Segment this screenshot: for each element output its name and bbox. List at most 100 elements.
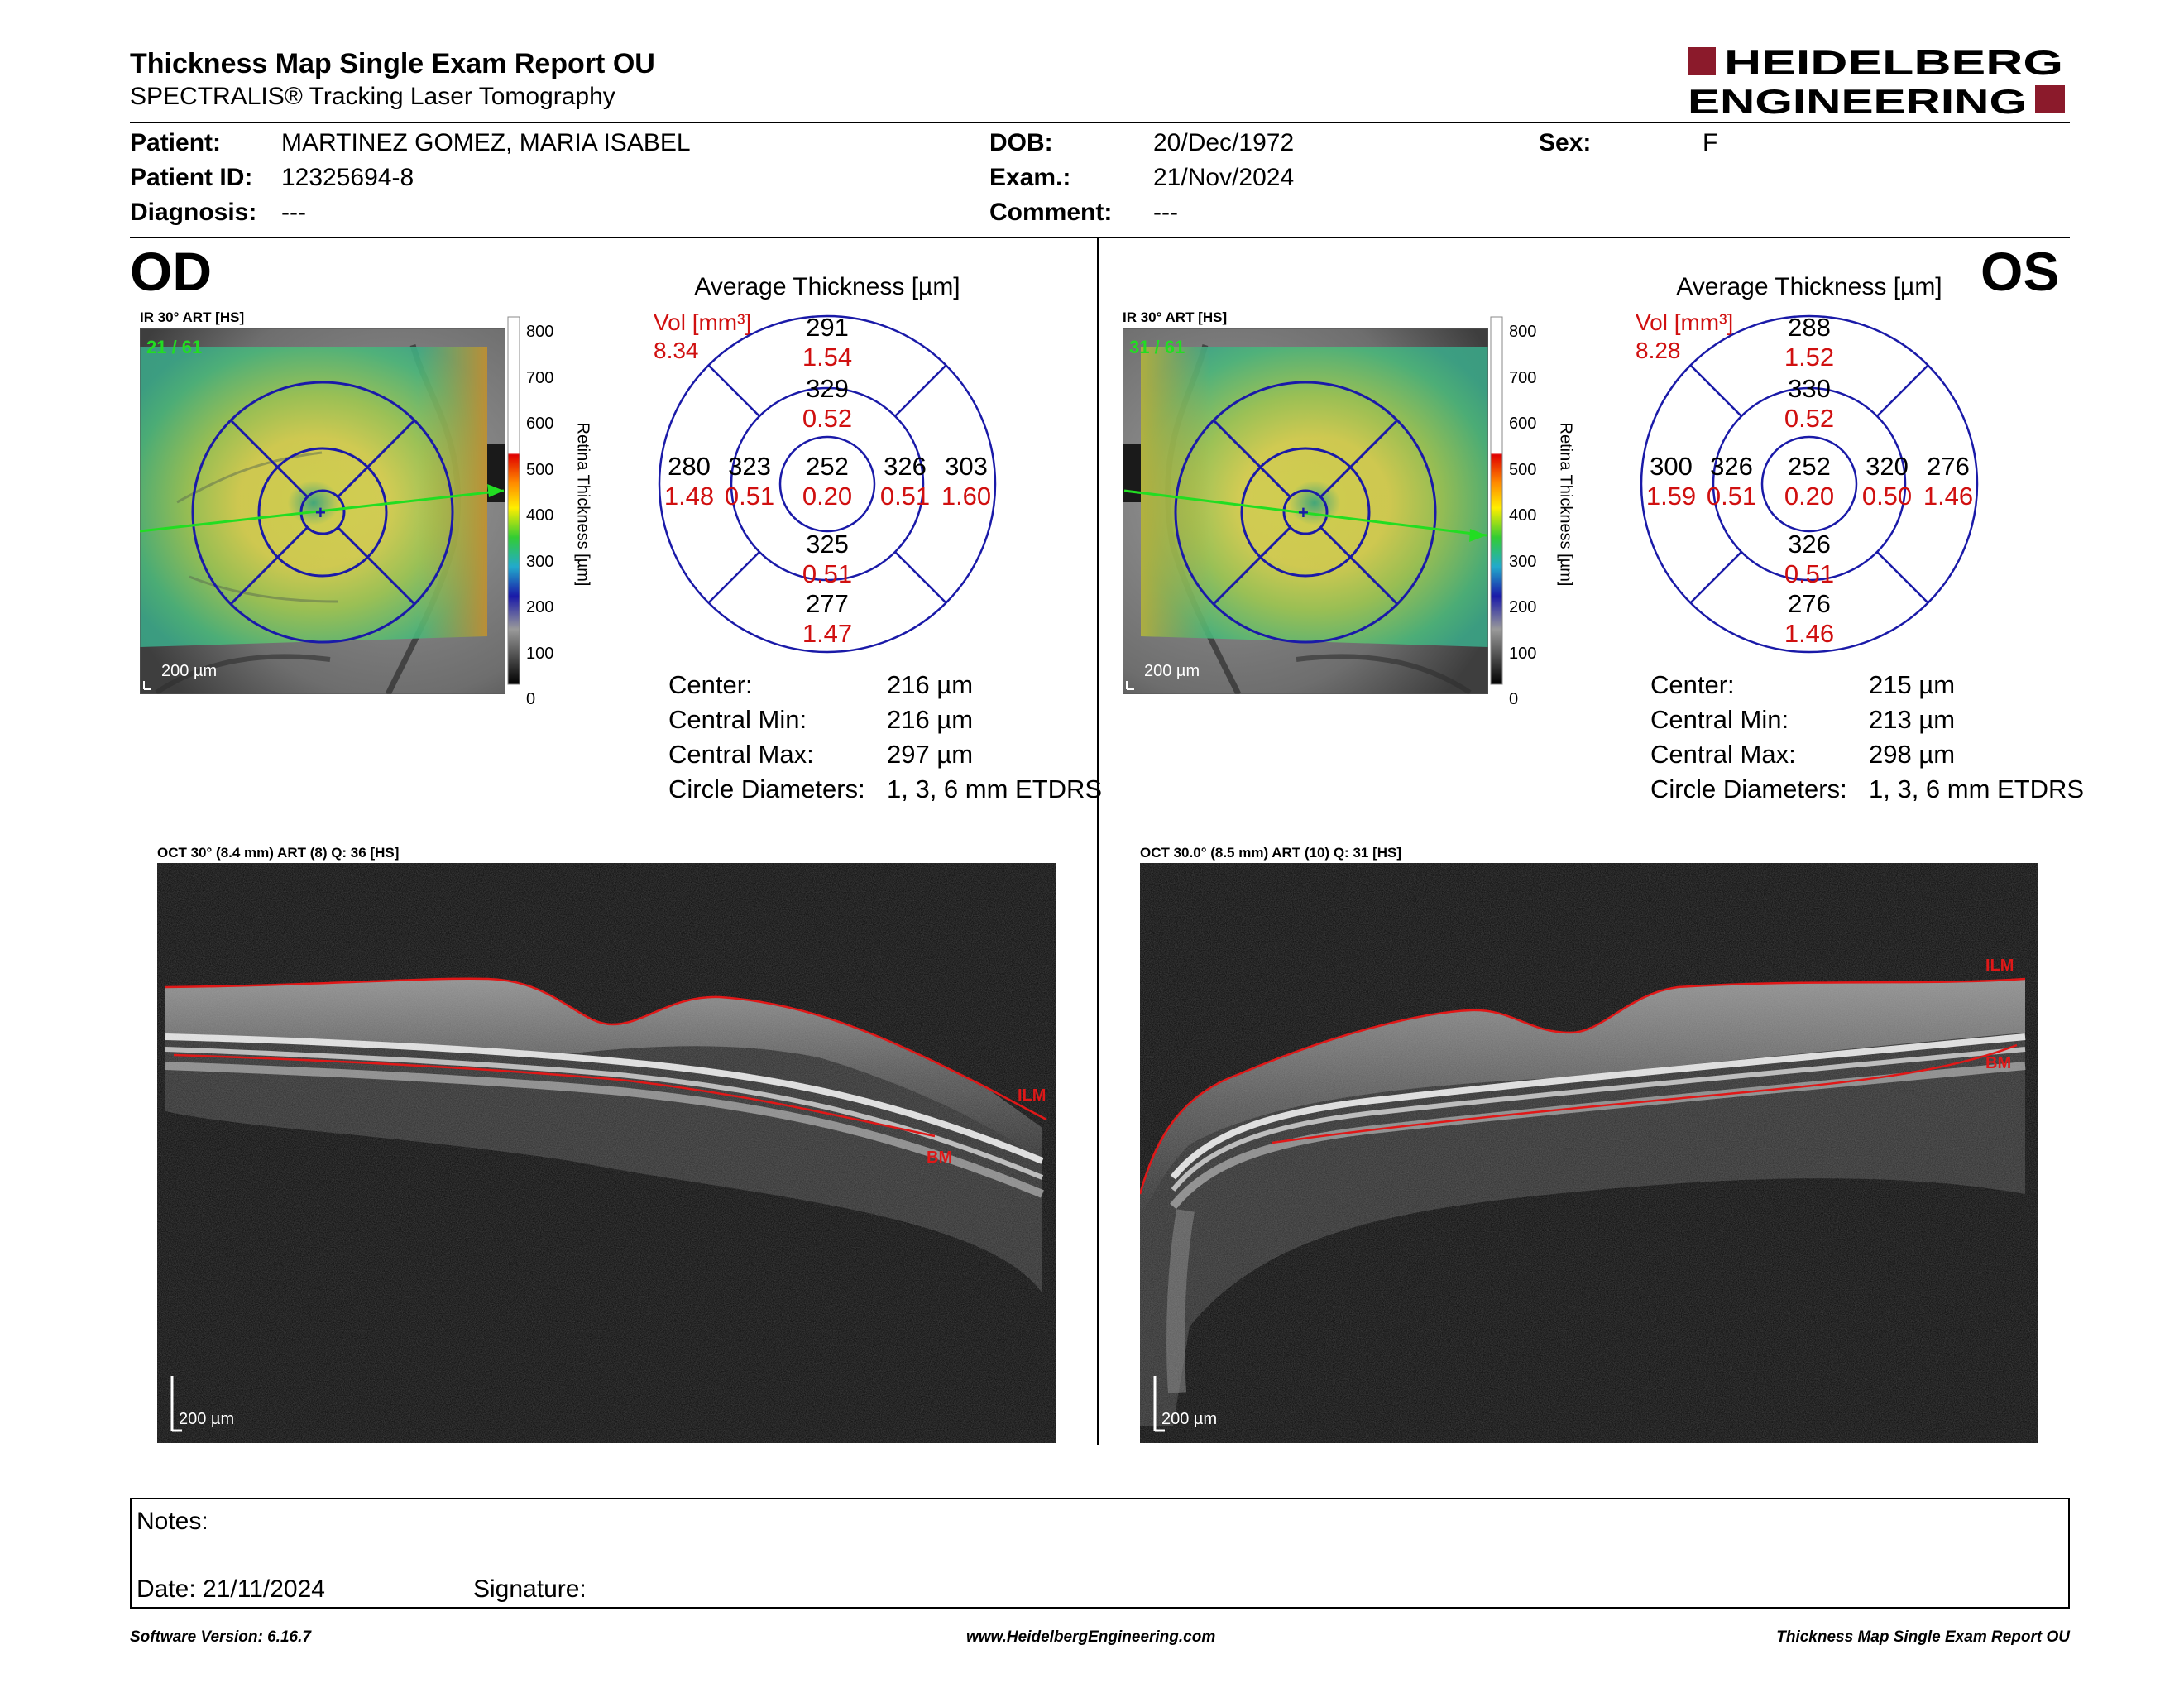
os-center-label: Center: [1650,670,1735,699]
od-outer-inferior-vol: 1.47 [802,619,853,648]
od-avg-title: Average Thickness [µm] [694,273,960,300]
svg-text:31 / 61: 31 / 61 [1129,337,1185,357]
od-outer-superior: 291 [806,313,849,342]
od-max-value: 297 µm [887,740,974,769]
os-max-value: 298 µm [1869,740,1956,769]
os-inner-superior: 330 [1788,374,1831,403]
os-outer-left: 300 [1650,452,1693,481]
os-max-label: Central Max: [1650,740,1796,769]
od-oct-scan: ILM BM 200 µm [157,863,1056,1443]
os-outer-left-vol: 1.59 [1645,482,1697,511]
svg-text:+: + [1298,502,1309,523]
od-oct-label: OCT 30° (8.4 mm) ART (8) Q: 36 [HS] [157,845,400,861]
os-inner-left-vol: 0.51 [1706,482,1757,511]
od-colorbar: 800 700 600 500 400 300 200 100 0 Retina Thick… [506,314,614,708]
os-inner-inferior-vol: 0.51 [1784,559,1835,588]
os-center-vol: 0.20 [1784,482,1835,511]
od-outer-left: 280 [668,452,711,481]
svg-text:ENGINEERING: ENGINEERING [1688,82,2027,120]
svg-text:21 / 61: 21 / 61 [146,337,202,357]
report-subtitle: SPECTRALIS® Tracking Laser Tomography [130,83,615,110]
os-center: 252 [1788,452,1831,481]
notes-label: Notes: [136,1508,208,1535]
svg-text:BM: BM [927,1149,952,1167]
os-ir-label: IR 30° ART [HS] [1123,309,1228,325]
svg-text:ILM: ILM [1985,957,2014,975]
os-inner-superior-vol: 0.52 [1784,404,1835,433]
sex-label: Sex: [1539,129,1592,156]
svg-text:+: + [315,502,326,523]
os-center-value: 215 µm [1869,670,1956,699]
od-min-label: Central Min: [668,705,807,734]
od-max-label: Central Max: [668,740,814,769]
od-colorbar-label: Retina Thickness [µm] [573,422,592,587]
exam-label: Exam.: [989,164,1071,191]
os-diam-value: 1, 3, 6 mm ETDRS [1869,774,2085,803]
os-vol-value: 8.28 [1636,338,1681,363]
od-inner-left: 323 [728,452,771,481]
od-inner-left-vol: 0.51 [724,482,775,511]
os-outer-inferior-vol: 1.46 [1784,619,1835,648]
od-min-value: 216 µm [887,705,974,734]
svg-text:200 µm: 200 µm [179,1410,234,1428]
od-vol-value: 8.34 [654,338,699,363]
os-oct-scan: ILM BM 200 µm [1138,863,2038,1443]
os-colorbar-label: Retina Thickness [µm] [1556,422,1575,587]
od-ir-label: IR 30° ART [HS] [140,309,245,325]
os-oct-label: OCT 30.0° (8.5 mm) ART (10) Q: 31 [HS] [1140,845,1402,861]
patient-label: Patient: [130,129,222,156]
website-link[interactable]: www.HeidelbergEngineering.com [966,1628,1216,1646]
patient-id: 12325694-8 [281,164,414,191]
sex-value: F [1703,129,1718,156]
os-colorbar: 800 700 600 500 400 300 200 100 0 Retina Thick… [1489,314,1597,708]
od-inner-inferior-vol: 0.51 [802,559,853,588]
comment-label: Comment: [989,199,1113,226]
os-min-value: 213 µm [1869,705,1956,734]
od-eye-label: OD [130,241,212,302]
os-outer-superior-vol: 1.52 [1784,343,1835,372]
od-inner-right: 326 [884,452,927,481]
notes-date: Date: 21/11/2024 [136,1575,325,1603]
os-thickness-map: + 31 / 61 200 µm [1122,328,1489,696]
notes-box[interactable]: Notes: Date: 21/11/2024 Signature: [130,1498,2070,1609]
od-diam-value: 1, 3, 6 mm ETDRS [887,774,1103,803]
dob-value: 20/Dec/1972 [1153,129,1295,156]
os-outer-inferior: 276 [1788,589,1831,618]
svg-text:HEIDELBERG: HEIDELBERG [1724,46,2063,82]
od-center: 252 [806,452,849,481]
od-inner-right-vol: 0.51 [879,482,931,511]
os-outer-right-vol: 1.46 [1923,482,1974,511]
patient-id-label: Patient ID: [130,164,253,191]
od-etdrs-overlay: + 21 / 61 200 µm [140,337,505,690]
od-outer-left-vol: 1.48 [663,482,715,511]
comment-value: --- [1153,199,1178,226]
od-outer-right: 303 [945,452,988,481]
svg-text:BM: BM [1985,1054,2011,1072]
software-version: Software Version: 6.16.7 [130,1628,311,1646]
od-center-value: 216 µm [887,670,974,699]
os-inner-right: 320 [1866,452,1909,481]
od-colorbar-ticks: 800 700 600 500 400 300 200 100 0 [526,323,554,708]
diagnosis-label: Diagnosis: [130,199,257,226]
os-min-label: Central Min: [1650,705,1789,734]
od-center-label: Center: [668,670,753,699]
od-etdrs-chart [654,310,1001,658]
exam-value: 21/Nov/2024 [1153,164,1295,191]
od-inner-inferior: 325 [806,530,849,559]
os-outer-right: 276 [1927,452,1970,481]
svg-text:200 µm: 200 µm [1161,1410,1217,1428]
svg-text:200 µm: 200 µm [1144,662,1200,680]
od-vol-label: Vol [mm³] [654,309,752,335]
os-eye-label: OS [1980,241,2060,302]
os-colorbar-ticks: 800 700 600 500 400 300 200 100 0 [1509,323,1537,708]
od-diam-label: Circle Diameters: [668,774,865,803]
heidelberg-logo: HEIDELBERG ENGINEERING [1688,43,2068,121]
od-outer-superior-vol: 1.54 [802,343,853,372]
os-inner-left: 326 [1710,452,1753,481]
diagnosis-value: --- [281,199,306,226]
report-title: Thickness Map Single Exam Report OU [130,48,655,79]
os-etdrs-overlay: + 31 / 61 200 µm [1123,337,1487,690]
od-thickness-map: + 21 / 61 200 µm [139,328,506,696]
eye-divider [1097,238,1099,1445]
os-outer-superior: 288 [1788,313,1831,342]
